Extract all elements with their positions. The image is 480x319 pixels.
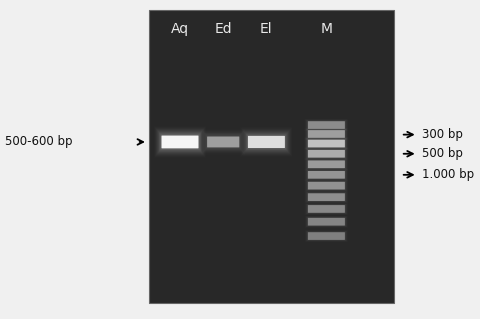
FancyBboxPatch shape — [308, 130, 345, 138]
FancyBboxPatch shape — [246, 134, 287, 150]
FancyBboxPatch shape — [308, 150, 345, 158]
FancyBboxPatch shape — [245, 133, 288, 151]
Text: M: M — [321, 22, 333, 36]
FancyBboxPatch shape — [248, 136, 285, 148]
FancyBboxPatch shape — [308, 121, 345, 129]
FancyBboxPatch shape — [308, 232, 345, 240]
FancyBboxPatch shape — [308, 130, 345, 138]
FancyBboxPatch shape — [308, 160, 345, 168]
FancyBboxPatch shape — [308, 171, 345, 179]
FancyBboxPatch shape — [161, 135, 199, 149]
FancyBboxPatch shape — [308, 121, 345, 129]
FancyBboxPatch shape — [308, 130, 345, 138]
FancyBboxPatch shape — [308, 171, 345, 179]
Text: 1.000 bp: 1.000 bp — [422, 168, 475, 181]
FancyBboxPatch shape — [308, 182, 345, 189]
Text: Ed: Ed — [215, 22, 232, 36]
FancyBboxPatch shape — [308, 193, 345, 201]
FancyBboxPatch shape — [308, 140, 345, 147]
FancyBboxPatch shape — [308, 205, 345, 213]
FancyBboxPatch shape — [161, 136, 199, 148]
FancyBboxPatch shape — [308, 140, 345, 147]
FancyBboxPatch shape — [207, 137, 239, 147]
Text: 500-600 bp: 500-600 bp — [5, 136, 72, 148]
FancyBboxPatch shape — [308, 150, 345, 158]
Text: 300 bp: 300 bp — [422, 128, 463, 141]
FancyBboxPatch shape — [308, 171, 345, 179]
Text: Aq: Aq — [171, 22, 189, 36]
FancyBboxPatch shape — [149, 10, 394, 303]
FancyBboxPatch shape — [161, 136, 199, 148]
FancyBboxPatch shape — [308, 218, 345, 226]
FancyBboxPatch shape — [308, 218, 345, 226]
FancyBboxPatch shape — [207, 137, 239, 147]
FancyBboxPatch shape — [159, 132, 201, 152]
FancyBboxPatch shape — [247, 135, 286, 149]
FancyBboxPatch shape — [308, 150, 345, 158]
FancyBboxPatch shape — [307, 139, 346, 148]
Text: El: El — [260, 22, 273, 36]
FancyBboxPatch shape — [308, 160, 345, 168]
FancyBboxPatch shape — [308, 139, 345, 148]
FancyBboxPatch shape — [160, 133, 200, 151]
FancyBboxPatch shape — [308, 193, 345, 201]
FancyBboxPatch shape — [206, 136, 240, 148]
FancyBboxPatch shape — [308, 182, 345, 189]
Text: 500 bp: 500 bp — [422, 147, 463, 160]
FancyBboxPatch shape — [308, 232, 345, 240]
FancyBboxPatch shape — [308, 205, 345, 213]
FancyBboxPatch shape — [308, 160, 345, 168]
FancyBboxPatch shape — [248, 136, 285, 148]
